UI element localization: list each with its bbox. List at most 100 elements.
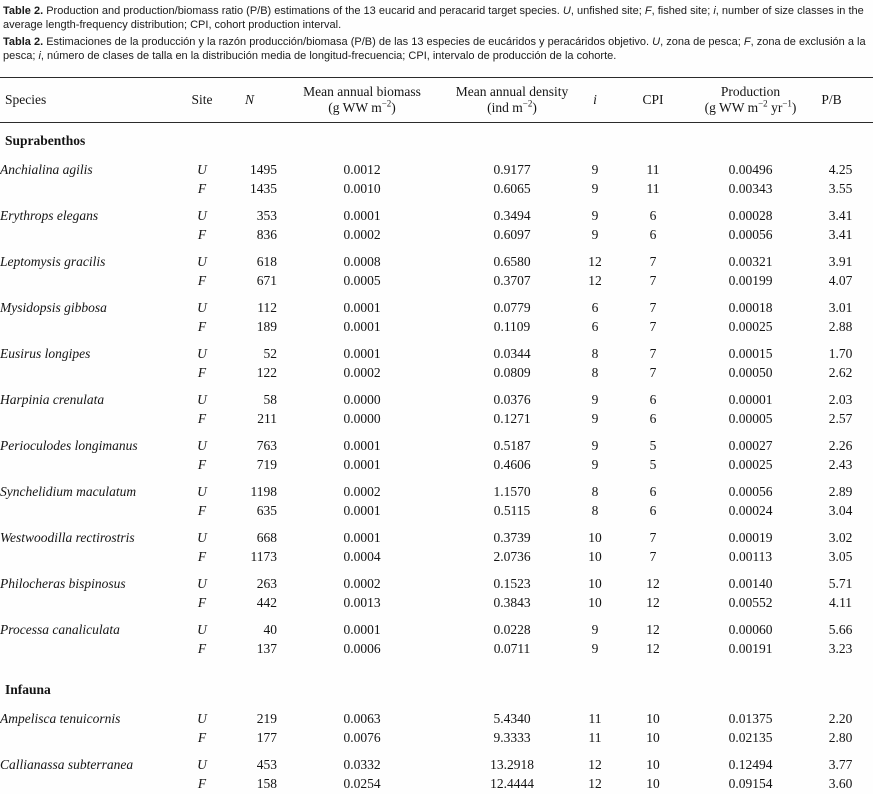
col-header-n: N <box>244 92 254 107</box>
caption-en-f-symbol: F <box>644 5 652 17</box>
biomass-cell: 0.0002 <box>343 484 381 499</box>
table-row: Callianassa subterranea U 453 0.0332 13.2918… <box>0 747 873 774</box>
site-cell: F <box>197 273 207 288</box>
biomass-header-unit: (g WW m−2) <box>277 98 447 116</box>
site-cell: F <box>197 730 207 745</box>
caption-en-text-3: , fished site; <box>651 5 714 17</box>
n-cell: 211 <box>257 411 277 426</box>
production-cell: 0.00056 <box>728 484 773 499</box>
pb-cell: 2.26 <box>828 438 853 453</box>
biomass-cell: 0.0001 <box>343 319 381 334</box>
production-unit-post: ) <box>791 100 797 115</box>
site-cell: U <box>197 757 207 772</box>
i-cell: 10 <box>588 549 602 564</box>
pb-cell: 2.43 <box>828 457 853 472</box>
species-name-cell: Eusirus longipes <box>0 346 91 361</box>
density-cell: 0.6065 <box>493 181 531 196</box>
production-cell: 0.00015 <box>728 346 773 361</box>
table-row: Anchialina agilis U 1495 0.0012 0.9177 9 11 0.0… <box>0 152 873 179</box>
biomass-cell: 0.0010 <box>343 181 381 196</box>
table-row: Synchelidium maculatum U 1198 0.0002 1.1570 8… <box>0 474 873 501</box>
production-cell: 0.00343 <box>728 181 773 196</box>
i-cell: 12 <box>588 776 602 791</box>
density-cell: 0.1271 <box>493 411 531 426</box>
pb-cell: 3.23 <box>828 641 853 656</box>
pb-cell: 3.77 <box>828 757 853 772</box>
n-cell: 1495 <box>250 162 277 177</box>
cpi-cell: 10 <box>646 757 660 772</box>
density-cell: 0.6580 <box>493 254 531 269</box>
table-row: Philocheras bispinosus U 263 0.0002 0.1523 10… <box>0 566 873 593</box>
n-cell: 719 <box>256 457 277 472</box>
production-cell: 0.00018 <box>728 300 773 315</box>
table-row: Leptomysis gracilis U 618 0.0008 0.6580 12 7 0.… <box>0 244 873 271</box>
biomass-unit-exponent: −2 <box>381 98 392 109</box>
pb-cell: 2.20 <box>828 711 853 726</box>
pb-cell: 3.02 <box>828 530 853 545</box>
cpi-cell: 6 <box>649 411 657 426</box>
pb-cell: 2.03 <box>828 392 853 407</box>
production-table: Species Site N Mean annual biomass (g WW… <box>0 77 873 794</box>
density-unit-exponent: −2 <box>522 98 533 109</box>
cpi-cell: 7 <box>649 319 657 334</box>
density-cell: 0.0711 <box>493 641 531 656</box>
table-row: Perioculodes longimanus U 763 0.0001 0.5187 9… <box>0 428 873 455</box>
cpi-cell: 12 <box>646 576 660 591</box>
species-name-cell <box>0 363 182 382</box>
species-name-cell <box>0 271 182 290</box>
cpi-cell: 7 <box>649 273 657 288</box>
cpi-cell: 12 <box>646 595 660 610</box>
density-cell: 0.3494 <box>493 208 531 223</box>
biomass-cell: 0.0001 <box>343 530 381 545</box>
species-name-cell <box>0 409 182 428</box>
n-cell: 189 <box>256 319 277 334</box>
biomass-cell: 0.0013 <box>343 595 381 610</box>
caption-es-label: Tabla 2. <box>3 36 44 48</box>
cpi-cell: 12 <box>646 622 660 637</box>
n-cell: 1198 <box>250 484 278 499</box>
n-cell: 158 <box>256 776 277 791</box>
cpi-cell: 11 <box>646 181 660 196</box>
site-cell: F <box>197 411 207 426</box>
production-cell: 0.00024 <box>728 503 773 518</box>
species-name-cell <box>0 179 182 198</box>
biomass-cell: 0.0000 <box>343 392 381 407</box>
n-cell: 58 <box>263 392 278 407</box>
species-name-cell: Harpinia crenulata <box>0 392 105 407</box>
pb-cell: 1.70 <box>828 346 853 361</box>
site-cell: F <box>197 181 207 196</box>
pb-cell: 3.60 <box>828 776 853 791</box>
production-cell: 0.00140 <box>728 576 773 591</box>
density-cell: 0.0228 <box>493 622 531 637</box>
i-cell: 12 <box>588 273 602 288</box>
production-unit-exponent-1: −2 <box>758 98 768 109</box>
n-cell: 836 <box>256 227 277 242</box>
pb-cell: 4.07 <box>828 273 853 288</box>
production-cell: 0.00025 <box>728 457 773 472</box>
col-header-site: Site <box>191 92 213 107</box>
species-name-cell <box>0 593 182 612</box>
n-cell: 618 <box>256 254 277 269</box>
production-cell: 0.00199 <box>728 273 773 288</box>
production-cell: 0.00321 <box>728 254 773 269</box>
cpi-cell: 6 <box>649 392 657 407</box>
density-unit-post: ) <box>532 100 537 115</box>
n-cell: 112 <box>257 300 277 315</box>
pb-cell: 3.01 <box>828 300 853 315</box>
production-cell: 0.00496 <box>728 162 773 177</box>
n-cell: 219 <box>256 711 277 726</box>
biomass-cell: 0.0002 <box>343 227 381 242</box>
i-cell: 9 <box>591 208 599 223</box>
biomass-cell: 0.0076 <box>343 730 381 745</box>
table-row: Processa canaliculata U 40 0.0001 0.0228 9 12 0… <box>0 612 873 639</box>
species-name-cell: Synchelidium maculatum <box>0 484 137 499</box>
density-cell: 0.9177 <box>493 162 531 177</box>
col-header-cpi: CPI <box>642 92 664 107</box>
n-cell: 263 <box>256 576 277 591</box>
pb-cell: 5.71 <box>828 576 853 591</box>
i-cell: 8 <box>591 365 599 380</box>
production-cell: 0.00113 <box>728 549 773 564</box>
biomass-cell: 0.0002 <box>343 365 381 380</box>
pb-cell: 5.66 <box>828 622 853 637</box>
cpi-cell: 6 <box>649 503 657 518</box>
